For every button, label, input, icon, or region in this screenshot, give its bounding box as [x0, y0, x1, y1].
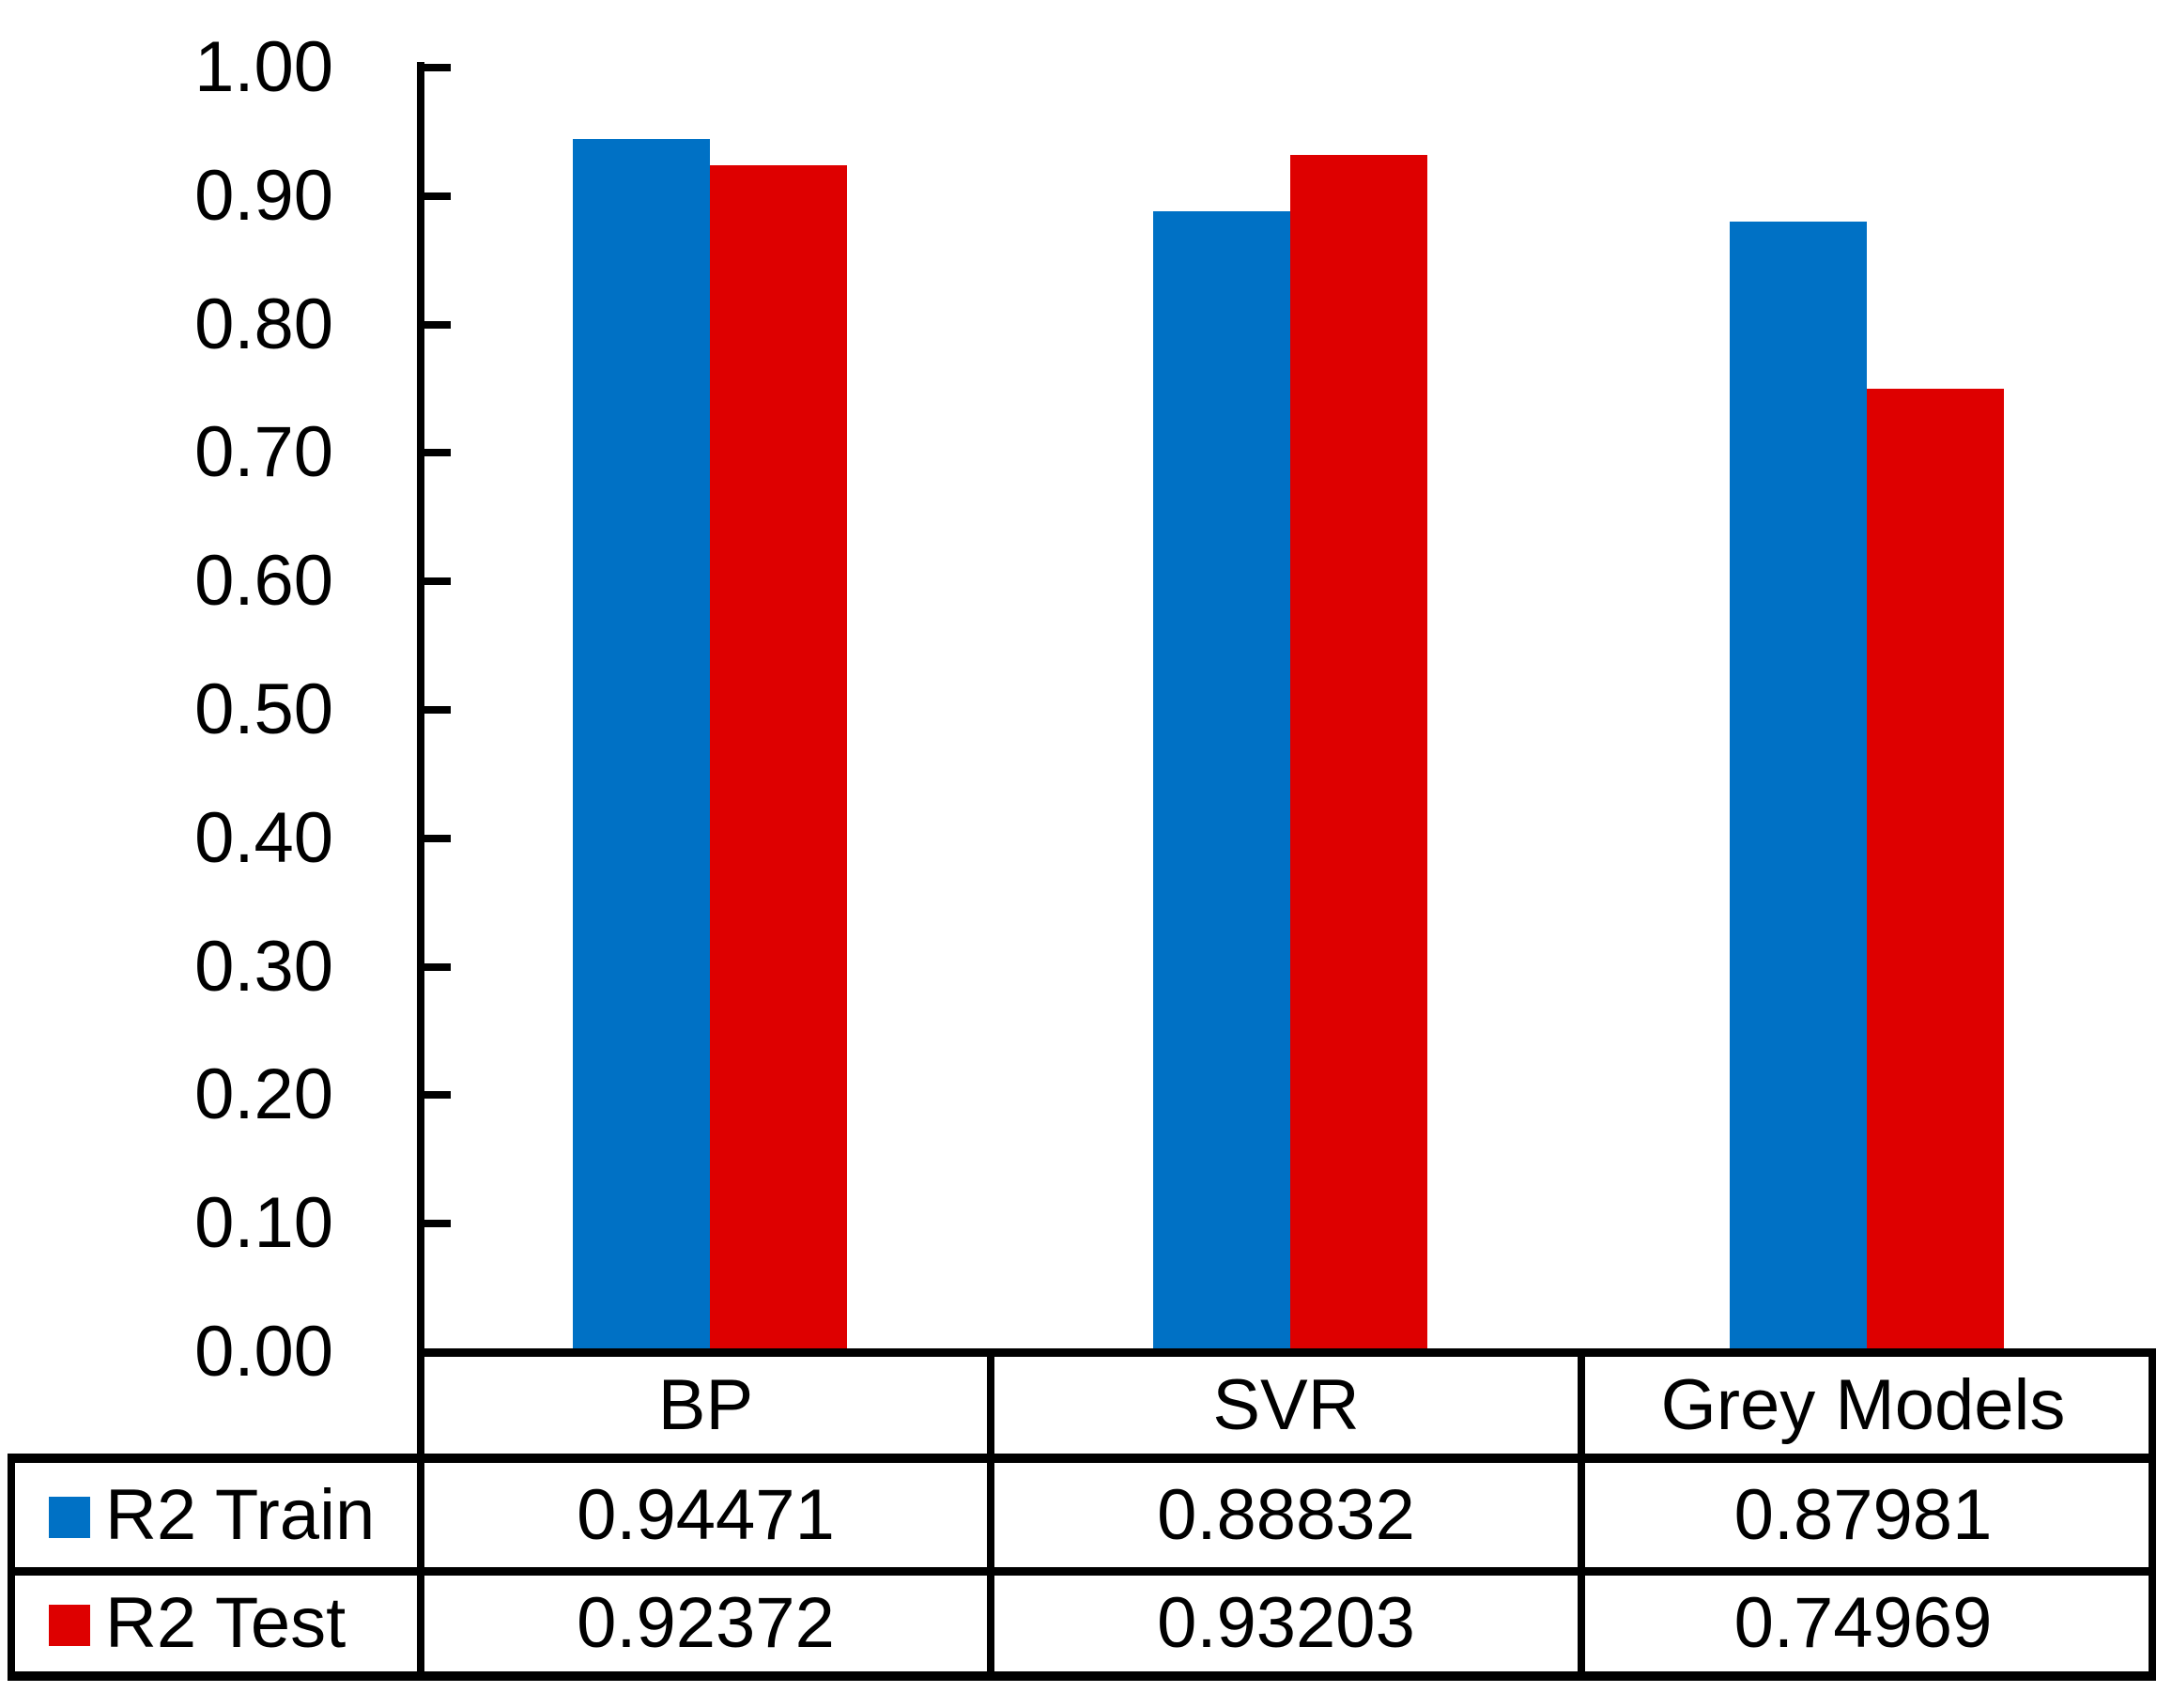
y-axis-tick-mark	[424, 449, 451, 457]
table-border-top	[417, 1348, 2156, 1357]
table-border-bottom	[8, 1671, 2156, 1681]
legend-label-r2-test: R2 Test	[105, 1583, 347, 1663]
y-axis-line	[417, 62, 424, 1352]
y-axis-tick-label: 0.10	[194, 1183, 333, 1264]
table-border-vertical	[1578, 1348, 1585, 1681]
y-axis-tick-label: 0.20	[194, 1054, 333, 1135]
y-axis-tick-mark	[424, 577, 451, 586]
y-axis-tick-label: 0.50	[194, 669, 333, 749]
bar-r2-test-grey-models	[1867, 389, 2004, 1352]
y-axis-tick-label: 0.30	[194, 926, 333, 1007]
table-cell-r2-test-grey-models: 0.74969	[1733, 1583, 1993, 1663]
table-border-row1	[8, 1454, 2156, 1463]
table-header-cell-grey-models: Grey Models	[1660, 1364, 2066, 1445]
table-cell-r2-test-bp: 0.92372	[577, 1583, 835, 1663]
y-axis-tick-mark	[424, 706, 451, 714]
y-axis-tick-mark	[424, 834, 451, 842]
y-axis-tick-mark	[424, 320, 451, 329]
bar-r2-train-grey-models	[1730, 222, 1867, 1352]
y-axis-tick-mark	[424, 64, 451, 71]
y-axis-tick-label: 1.00	[194, 27, 333, 107]
table-cell-r2-train-bp: 0.94471	[577, 1474, 835, 1555]
table-border-right	[2149, 1348, 2156, 1681]
y-axis-tick-label: 0.40	[194, 797, 333, 878]
bar-r2-test-svr	[1289, 154, 1427, 1352]
table-border-row2	[8, 1567, 2156, 1576]
bar-r2-train-bp	[572, 138, 710, 1352]
y-axis-tick-mark	[424, 192, 451, 200]
table-header-cell-bp: BP	[657, 1364, 754, 1445]
y-axis-tick-label: 0.00	[194, 1312, 333, 1392]
y-axis-tick-label: 0.60	[194, 541, 333, 622]
bar-r2-test-bp	[709, 165, 847, 1352]
y-axis-tick-label: 0.70	[194, 412, 333, 493]
y-axis-tick-label: 0.80	[194, 284, 333, 364]
table-header-cell-svr: SVR	[1212, 1364, 1360, 1445]
y-axis-tick-mark	[424, 1091, 451, 1100]
table-border-vertical	[417, 1348, 424, 1681]
legend-swatch-r2-test	[49, 1605, 90, 1646]
y-axis-tick-mark	[424, 1220, 451, 1228]
y-axis-tick-label: 0.90	[194, 155, 333, 236]
table-cell-r2-train-grey-models: 0.87981	[1733, 1474, 1993, 1555]
table-border-left	[8, 1454, 15, 1681]
table-border-vertical	[987, 1348, 994, 1681]
legend-label-r2-train: R2 Train	[105, 1474, 376, 1555]
table-cell-r2-train-svr: 0.88832	[1157, 1474, 1415, 1555]
table-cell-r2-test-svr: 0.93203	[1157, 1583, 1415, 1663]
bar-r2-train-svr	[1152, 210, 1290, 1352]
legend-swatch-r2-train	[49, 1496, 90, 1538]
y-axis-tick-mark	[424, 962, 451, 971]
